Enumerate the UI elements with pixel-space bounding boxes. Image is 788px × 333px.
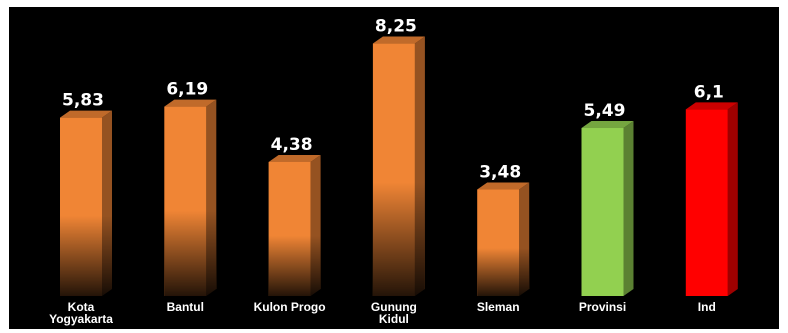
bar-1 bbox=[60, 110, 112, 297]
bar-shadow bbox=[60, 117, 112, 297]
data-label: 4,38 bbox=[271, 135, 313, 155]
bar-top bbox=[268, 154, 321, 162]
x-tick-label: Kota Yogyakarta bbox=[49, 300, 113, 326]
bar-shadow bbox=[477, 189, 530, 296]
bar-3 bbox=[268, 154, 321, 296]
x-tick-label: Gunung Kidul bbox=[371, 300, 417, 326]
bar-top bbox=[60, 110, 112, 118]
data-label: 6,19 bbox=[166, 80, 208, 100]
bar-7 bbox=[685, 102, 738, 296]
data-label: 5,83 bbox=[62, 91, 104, 111]
bar-5 bbox=[477, 182, 530, 296]
bar-top bbox=[164, 99, 217, 107]
bars-layer bbox=[60, 36, 738, 297]
data-label: 6,1 bbox=[694, 82, 724, 102]
labels-layer: 5,83 Kota Yogyakarta 6,19 Bantul 4,38 Kulon Pr… bbox=[49, 17, 724, 326]
bar-top bbox=[685, 102, 738, 110]
bar-shadow bbox=[268, 161, 321, 296]
x-tick-label: Sleman bbox=[477, 300, 520, 314]
bar-shadow bbox=[372, 43, 425, 296]
bar-top bbox=[477, 182, 530, 190]
x-tick-label: Kulon Progo bbox=[254, 300, 326, 314]
data-label: 5,49 bbox=[584, 101, 626, 121]
bar-side bbox=[623, 121, 634, 296]
bar-chart: 5,83 Kota Yogyakarta 6,19 Bantul 4,38 Kulon Pr… bbox=[49, 17, 738, 326]
bar-shadow bbox=[164, 106, 217, 296]
chart-area: 5,83 Kota Yogyakarta 6,19 Bantul 4,38 Kulon Pr… bbox=[9, 7, 779, 329]
bar-front bbox=[685, 109, 728, 296]
bar-6 bbox=[581, 121, 634, 296]
bar-front bbox=[581, 128, 624, 296]
bar-top bbox=[372, 36, 425, 44]
x-tick-label: Bantul bbox=[167, 300, 204, 314]
bar-4 bbox=[372, 36, 425, 297]
x-tick-label: Ind bbox=[698, 300, 716, 314]
bar-side bbox=[727, 102, 738, 296]
bar-2 bbox=[164, 99, 217, 296]
x-tick-label: Provinsi bbox=[579, 300, 626, 314]
bar-top bbox=[581, 121, 634, 129]
data-label: 3,48 bbox=[479, 163, 521, 183]
data-label: 8,25 bbox=[375, 17, 417, 37]
